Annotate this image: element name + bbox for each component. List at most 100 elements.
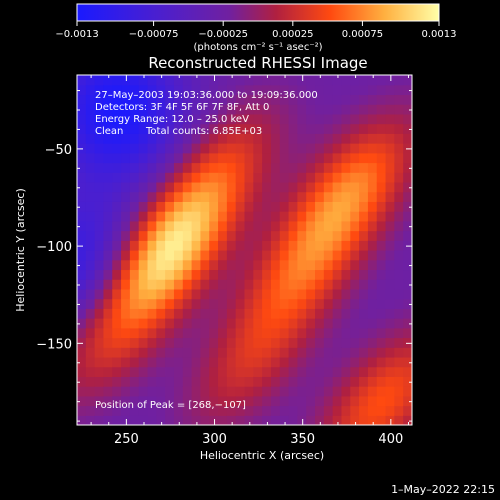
- heatmap-cell: [85, 288, 96, 300]
- heatmap-cell: [315, 133, 325, 144]
- heatmap-cell: [403, 94, 412, 105]
- heatmap-cell: [367, 395, 378, 407]
- heatmap-cell: [323, 347, 334, 358]
- heatmap-cell: [297, 84, 307, 96]
- heatmap-cell: [332, 201, 343, 212]
- heatmap-cell: [112, 133, 122, 144]
- heatmap-cell: [367, 201, 378, 212]
- heatmap-cell: [191, 279, 202, 290]
- heatmap-cell: [147, 191, 157, 202]
- heatmap-cell: [403, 113, 412, 125]
- heatmap-cell: [394, 143, 404, 154]
- heatmap-cell: [200, 113, 210, 125]
- heatmap-cell: [288, 386, 298, 397]
- heatmap-cell: [138, 240, 149, 251]
- heatmap-cell: [103, 113, 113, 125]
- heatmap-cell: [359, 395, 369, 407]
- heatmap-cell: [182, 143, 193, 154]
- heatmap-cell: [341, 143, 351, 154]
- heatmap-cell: [279, 327, 290, 339]
- heatmap-cell: [235, 356, 246, 368]
- heatmap-cell: [235, 405, 246, 416]
- heatmap-cell: [112, 211, 122, 222]
- heatmap-cell: [376, 181, 387, 193]
- heatmap-cell: [191, 395, 202, 407]
- axis-ticks: 250 300 350 400 −50 −100 −150: [36, 75, 412, 447]
- heatmap-cell: [253, 113, 263, 125]
- heatmap-cell: [262, 94, 272, 105]
- heatmap-cell: [85, 211, 96, 222]
- heatmap-cell: [173, 152, 184, 164]
- heatmap-cell: [173, 250, 184, 261]
- heatmap-cell: [297, 94, 307, 105]
- heatmap-cell: [156, 337, 166, 348]
- heatmap-cell: [253, 230, 263, 241]
- heatmap-cell: [156, 347, 166, 358]
- heatmap-cell: [85, 308, 96, 319]
- heatmap-cell: [226, 259, 237, 271]
- heatmap-cell: [288, 94, 298, 105]
- heatmap-cell: [332, 269, 343, 280]
- heatmap-cell: [103, 288, 113, 300]
- heatmap-cell: [121, 75, 131, 86]
- heatmap-cell: [253, 327, 263, 339]
- heatmap-cell: [394, 279, 404, 290]
- heatmap-cell: [315, 405, 325, 416]
- annotation-total-counts: Total counts: 6.85E+03: [145, 126, 262, 137]
- heatmap-cell: [403, 240, 412, 251]
- heatmap-cell: [306, 347, 316, 358]
- heatmap-cell: [138, 104, 149, 115]
- heatmap-cell: [306, 415, 316, 425]
- heatmap-cell: [77, 288, 87, 300]
- heatmap-cell: [297, 104, 307, 115]
- heatmap-cell: [262, 386, 272, 397]
- heatmap-cell: [129, 191, 140, 202]
- heatmap-cell: [385, 143, 395, 154]
- heatmap-cell: [315, 220, 325, 232]
- heatmap-cell: [209, 250, 219, 261]
- heatmap-cell: [77, 279, 87, 290]
- heatmap-cell: [297, 201, 307, 212]
- heatmap-cell: [306, 269, 316, 280]
- heatmap-cell: [394, 250, 404, 261]
- heatmap-cell: [341, 288, 351, 300]
- heatmap-cell: [359, 250, 369, 261]
- heatmap-cell: [138, 386, 149, 397]
- heatmap-cell: [394, 201, 404, 212]
- annotation-energy: Energy Range: 12.0 – 25.0 keV: [95, 114, 249, 125]
- heatmap-cell: [191, 298, 202, 309]
- heatmap-cell: [394, 337, 404, 348]
- heatmap-cell: [315, 395, 325, 407]
- heatmap-cell: [332, 347, 343, 358]
- heatmap-cell: [279, 113, 290, 125]
- heatmap-cell: [279, 259, 290, 271]
- heatmap-cell: [129, 356, 140, 368]
- heatmap-cell: [341, 415, 351, 425]
- heatmap-cell: [77, 366, 87, 377]
- heatmap-cell: [182, 279, 193, 290]
- heatmap-cell: [191, 288, 202, 300]
- heatmap-cell: [253, 415, 263, 425]
- heatmap-cell: [350, 376, 360, 387]
- heatmap-cell: [156, 298, 166, 309]
- heatmap-cell: [173, 84, 184, 96]
- heatmap-cell: [315, 230, 325, 241]
- heatmap-cell: [138, 133, 149, 144]
- heatmap-cell: [253, 94, 263, 105]
- heatmap-cell: [288, 415, 298, 425]
- heatmap-cell: [279, 230, 290, 241]
- heatmap-cell: [270, 240, 281, 251]
- heatmap-cell: [244, 75, 254, 86]
- heatmap-cell: [367, 405, 378, 416]
- footer-date: 1–May–2022 22:15: [391, 483, 495, 496]
- heatmap-cell: [226, 181, 237, 193]
- heatmap-cell: [376, 172, 387, 183]
- heatmap-cell: [129, 84, 140, 96]
- heatmap-cell: [138, 405, 149, 416]
- heatmap-cell: [129, 172, 140, 183]
- heatmap-cell: [332, 288, 343, 300]
- heatmap-cell: [226, 104, 237, 115]
- heatmap-cell: [323, 104, 334, 115]
- heatmap-cell: [244, 298, 254, 309]
- heatmap-cell: [367, 366, 378, 377]
